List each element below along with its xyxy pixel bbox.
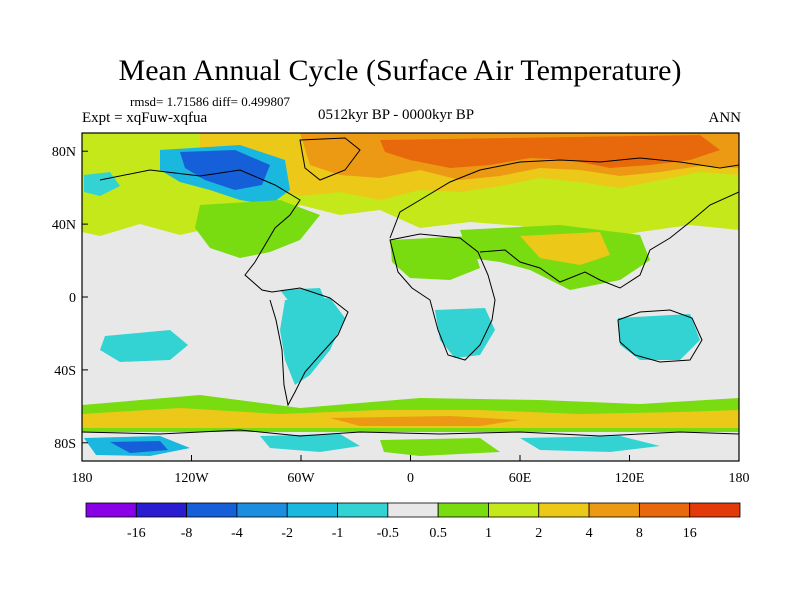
y-tick-label: 80N bbox=[52, 145, 76, 160]
x-tick-label: 180 bbox=[729, 471, 750, 486]
experiment-label: Expt = xqFuw-xqfua bbox=[82, 110, 208, 126]
antarctica-cool-right bbox=[520, 436, 660, 452]
colorbar-box bbox=[337, 502, 389, 518]
y-tick-label: 40S bbox=[54, 364, 76, 379]
australia-cool bbox=[618, 314, 700, 360]
colorbar-label: -8 bbox=[181, 526, 193, 541]
x-tick-label: 0 bbox=[407, 471, 414, 486]
colorbar-label: 0.5 bbox=[429, 526, 447, 541]
x-tick-label: 60E bbox=[509, 471, 532, 486]
colorbar-label: 16 bbox=[683, 526, 697, 541]
equatorial-atlantic-cool bbox=[280, 288, 325, 303]
coast-eurasia bbox=[389, 157, 739, 289]
antarctica-green-patch bbox=[380, 438, 500, 456]
sahara-green bbox=[390, 236, 480, 280]
colorbar-label: -16 bbox=[127, 526, 146, 541]
colorbar-box bbox=[588, 502, 640, 518]
coast-antarctica bbox=[82, 429, 739, 437]
colorbar-label: 4 bbox=[586, 526, 593, 541]
colorbar: -16 -8 -4 -2 -1 -0.5 0.5 1 2 4 8 16 bbox=[85, 502, 741, 541]
coast-africa bbox=[389, 233, 496, 361]
colorbar-label: -4 bbox=[231, 526, 243, 541]
colorbar-box bbox=[186, 502, 238, 518]
colorbar-box bbox=[236, 502, 288, 518]
colorbar-label: -2 bbox=[281, 526, 293, 541]
eurasia-warm-core bbox=[380, 135, 720, 168]
canada-cold-core bbox=[180, 150, 270, 190]
colorbar-label: 2 bbox=[535, 526, 542, 541]
season-label: ANN bbox=[708, 110, 742, 126]
coast-north-america bbox=[99, 169, 301, 293]
colorbar-box bbox=[538, 502, 590, 518]
y-tick-label: 80S bbox=[54, 437, 76, 452]
colorbar-box bbox=[638, 502, 691, 518]
colorbar-box bbox=[689, 502, 741, 518]
colorbar-label: 8 bbox=[636, 526, 643, 541]
south-america-cool bbox=[280, 298, 345, 385]
colorbar-box bbox=[135, 502, 188, 518]
colorbar-label: -0.5 bbox=[377, 526, 399, 541]
map-field bbox=[82, 133, 739, 461]
period-label: 0512kyr BP - 0000kyr BP bbox=[318, 107, 475, 123]
y-tick-label: 0 bbox=[69, 291, 76, 306]
pacific-cool-patch bbox=[100, 330, 188, 362]
x-tick-label: 120W bbox=[174, 471, 209, 486]
antarctica-cool-mid bbox=[260, 434, 360, 452]
x-tick-label: 180 bbox=[72, 471, 93, 486]
page-title: Mean Annual Cycle (Surface Air Temperatu… bbox=[118, 54, 682, 87]
y-tick-label: 40N bbox=[52, 218, 76, 233]
colorbar-label: -1 bbox=[332, 526, 344, 541]
colorbar-box bbox=[85, 502, 137, 518]
north-america-green bbox=[195, 200, 320, 258]
colorbar-box bbox=[437, 502, 489, 518]
asia-warm-patch bbox=[520, 232, 610, 265]
coast-australia bbox=[617, 309, 703, 363]
axis-ticks: 180 120W 60W 0 60E 120E 180 80N 40N 0 40S 80S bbox=[52, 145, 750, 486]
coastlines bbox=[82, 137, 739, 437]
colorbar-label: 1 bbox=[485, 526, 492, 541]
x-tick-label: 60W bbox=[287, 471, 315, 486]
coast-greenland bbox=[299, 137, 361, 181]
southern-ocean-orange bbox=[330, 416, 520, 426]
antarctica-cold-core bbox=[110, 441, 168, 453]
x-tick-label: 120E bbox=[615, 471, 645, 486]
coast-south-america bbox=[269, 287, 349, 407]
stats-text: rmsd= 1.71586 diff= 0.499807 bbox=[130, 94, 290, 109]
colorbar-box bbox=[286, 502, 338, 518]
colorbar-box bbox=[387, 502, 439, 518]
colorbar-box bbox=[488, 502, 540, 518]
